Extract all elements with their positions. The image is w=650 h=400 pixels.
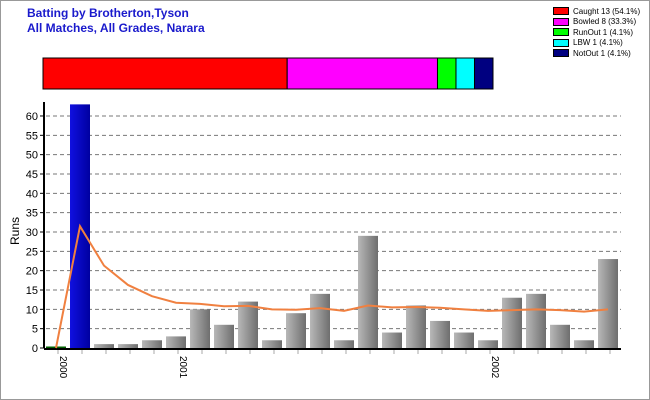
bar [478,340,498,348]
dismissal-segment [473,57,494,90]
y-tick-label: 20 [26,266,38,278]
legend: Caught 13 (54.1%) Bowled 8 (33.3%) RunOut … [553,6,640,59]
average-line [55,223,609,349]
bar [406,305,426,348]
bar [334,340,354,348]
bar [382,332,402,348]
y-tick-label: 50 [26,150,38,162]
bar [238,301,258,348]
bar [262,340,282,348]
bar [190,309,210,348]
y-tick-label: 55 [26,130,38,142]
y-tick-label: 40 [26,188,38,200]
legend-swatch [553,7,569,16]
bar [358,235,378,348]
x-tick-label: 2001 [177,356,188,379]
chart-subtitle: All Matches, All Grades, Narara [27,21,205,35]
legend-item: RunOut 1 (4.1%) [553,27,640,38]
legend-swatch [553,28,569,37]
bar [286,313,306,348]
bar [526,293,546,348]
y-tick-label: 15 [26,285,38,297]
chart-title: Batting by Brotherton,Tyson [27,6,189,20]
legend-label: RunOut 1 (4.1%) [573,27,634,37]
legend-item: Bowled 8 (33.3%) [553,17,640,28]
bar [598,259,618,348]
y-tick-label: 45 [26,169,38,181]
y-tick-label: 10 [26,304,38,316]
bar [166,336,186,348]
y-tick-label: 35 [26,208,38,220]
legend-swatch [553,38,569,47]
y-tick-label: 30 [26,227,38,239]
legend-swatch [553,49,569,58]
dismissal-segment [42,57,288,90]
y-tick-label: 60 [26,111,38,123]
dismissal-segment [436,57,457,90]
legend-item: LBW 1 (4.1%) [553,38,640,49]
x-tick-label: 2000 [57,356,68,379]
legend-label: Caught 13 (54.1%) [573,6,641,16]
dismissal-segment [455,57,475,90]
bar [94,344,114,348]
y-axis-label: Runs [8,217,22,245]
legend-label: NotOut 1 (4.1%) [573,48,631,58]
legend-label: LBW 1 (4.1%) [573,38,623,48]
x-tick-label: 2002 [489,356,500,379]
bar [502,297,522,348]
legend-label: Bowled 8 (33.3%) [573,17,637,27]
legend-swatch [553,17,569,26]
bar [142,340,162,348]
bar [118,344,138,348]
bar [214,324,234,348]
dismissal-segment [286,57,438,90]
bar [574,340,594,348]
bar [550,324,570,348]
y-tick-label: 0 [32,343,38,355]
y-tick-label: 5 [32,324,38,336]
y-tick-label: 25 [26,246,38,258]
bar [454,332,474,348]
legend-item: NotOut 1 (4.1%) [553,48,640,59]
legend-item: Caught 13 (54.1%) [553,6,640,17]
bar [310,293,330,348]
bar [430,320,450,348]
